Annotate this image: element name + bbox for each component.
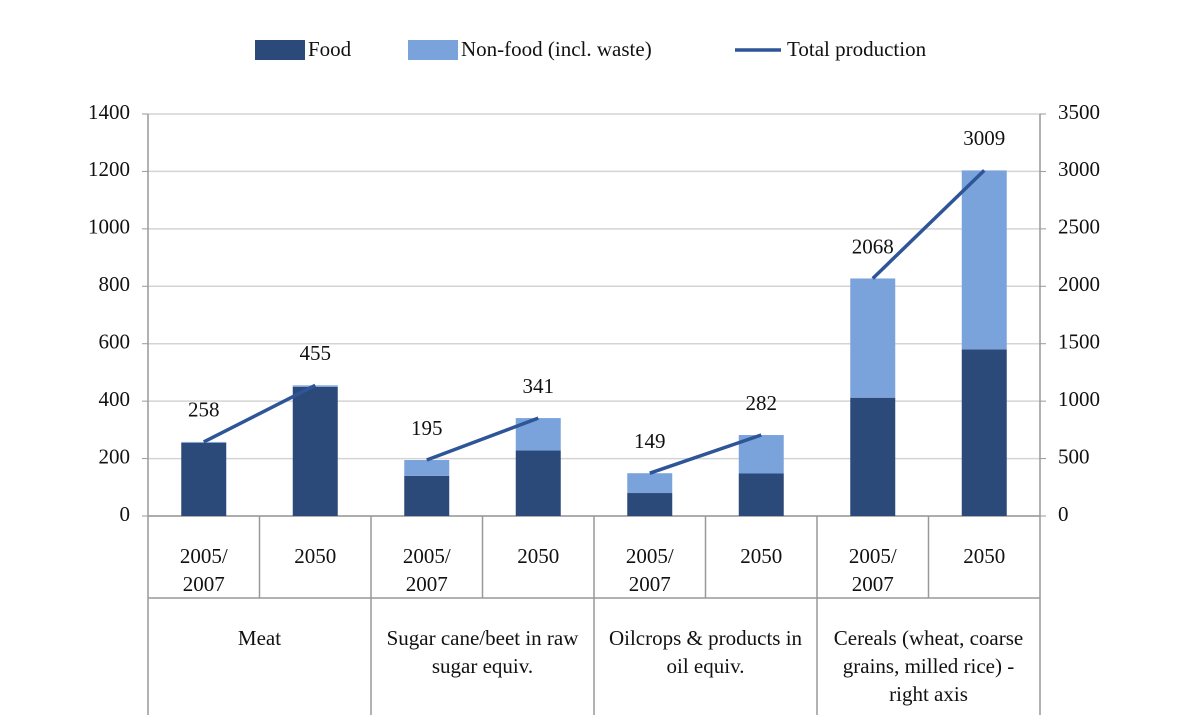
y2-tick-label: 3500 — [1058, 100, 1100, 124]
data-label: 149 — [634, 429, 666, 453]
y2-tick-label: 2000 — [1058, 272, 1100, 296]
y2-tick-label: 500 — [1058, 444, 1090, 468]
y-tick-label: 800 — [99, 272, 131, 296]
bar — [961, 170, 1007, 350]
y2-tick-label: 2500 — [1058, 215, 1100, 239]
data-label: 341 — [523, 374, 555, 398]
legend-swatch — [408, 40, 458, 60]
y-tick-label: 1000 — [88, 215, 130, 239]
data-label: 195 — [411, 416, 443, 440]
bar — [850, 278, 896, 398]
y2-tick-label: 3000 — [1058, 157, 1100, 181]
group-label: Meat — [237, 626, 282, 650]
bar — [961, 349, 1007, 516]
bar — [850, 397, 896, 516]
bar — [181, 442, 227, 516]
line — [871, 169, 986, 280]
x-tick-label: 2050 — [517, 544, 560, 568]
y2-tick-label: 0 — [1058, 502, 1069, 526]
y-tick-label: 1200 — [88, 157, 130, 181]
data-label: 3009 — [963, 126, 1005, 150]
line — [202, 383, 317, 444]
y2-tick-label: 1500 — [1058, 330, 1100, 354]
bar — [292, 386, 338, 516]
bar — [515, 450, 561, 516]
x-tick-label: 2050 — [963, 544, 1006, 568]
data-label: 282 — [746, 391, 778, 415]
bar — [181, 441, 227, 443]
line — [649, 433, 762, 475]
x-tick-label: 2005/ 2007 — [179, 544, 228, 596]
bar — [627, 473, 673, 494]
group-label: Sugar cane/beet in raw sugar equiv. — [386, 626, 579, 678]
bar — [738, 473, 784, 516]
bar — [404, 475, 450, 516]
x-tick-label: 2005/ 2007 — [402, 544, 451, 596]
group-label: Oilcrops & products in oil equiv. — [608, 626, 803, 678]
data-label: 258 — [188, 398, 220, 422]
x-tick-label: 2005/ 2007 — [625, 544, 674, 596]
legend-label: Food — [308, 37, 352, 61]
x-tick-label: 2050 — [294, 544, 337, 568]
x-tick-label: 2005/ 2007 — [848, 544, 897, 596]
y-tick-label: 0 — [120, 502, 131, 526]
y-tick-label: 200 — [99, 444, 131, 468]
legend-swatch — [255, 40, 305, 60]
data-label: 2068 — [852, 234, 894, 258]
legend-label: Total production — [787, 37, 927, 61]
y2-tick-label: 1000 — [1058, 387, 1100, 411]
group-label: Cereals (wheat, coarse grains, milled ri… — [833, 626, 1024, 706]
y-tick-label: 600 — [99, 330, 131, 354]
x-tick-label: 2050 — [740, 544, 783, 568]
bar — [404, 460, 450, 476]
y-tick-label: 400 — [99, 387, 131, 411]
legend-label: Non-food (incl. waste) — [461, 37, 652, 61]
bar — [627, 493, 673, 516]
line — [426, 416, 539, 462]
data-label: 455 — [300, 341, 332, 365]
y-tick-label: 1400 — [88, 100, 130, 124]
